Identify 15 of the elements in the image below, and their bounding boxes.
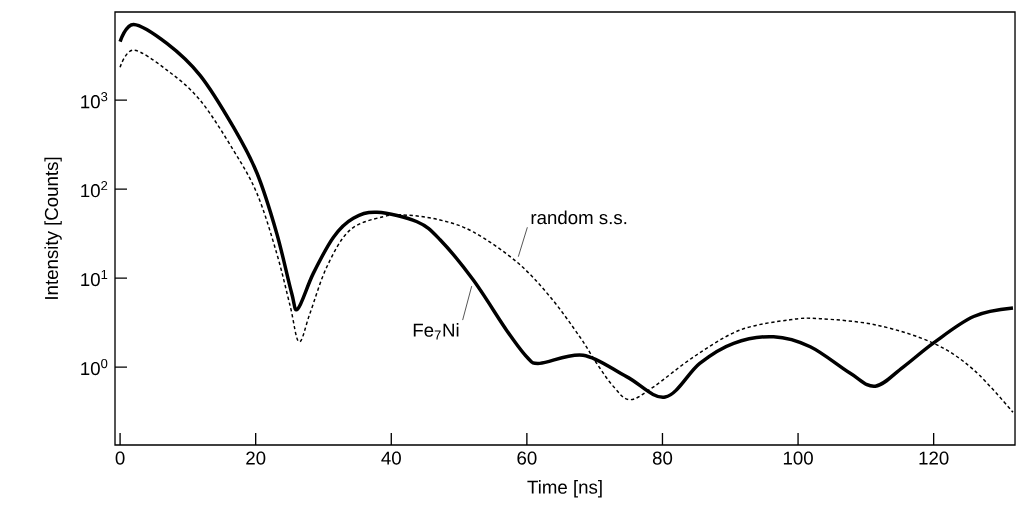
x-tick-label: 40 [381,451,401,465]
x-tick-label: 80 [652,451,673,465]
y-axis-title: Intensity [Counts] [44,157,62,299]
x-tick-label: 20 [246,451,266,465]
y-tick-label: 10$^{0}$ [81,358,108,376]
y-tick-label: 10$^{2}$ [81,181,108,198]
x-tick-label: 120 [919,451,949,465]
x-tick-label: 60 [517,451,537,465]
x-tick-label: 0 [115,451,125,465]
text: random s.s. [531,210,627,225]
y-tick-label: 10$^{1}$ [81,270,108,287]
x-tick-label: 100 [783,451,813,465]
legend-label: Fe$_{7}$Ni [413,323,459,340]
y-tick-label: 10$^{3}$ [81,92,108,109]
x-axis-title: Time [ns] [527,480,602,498]
